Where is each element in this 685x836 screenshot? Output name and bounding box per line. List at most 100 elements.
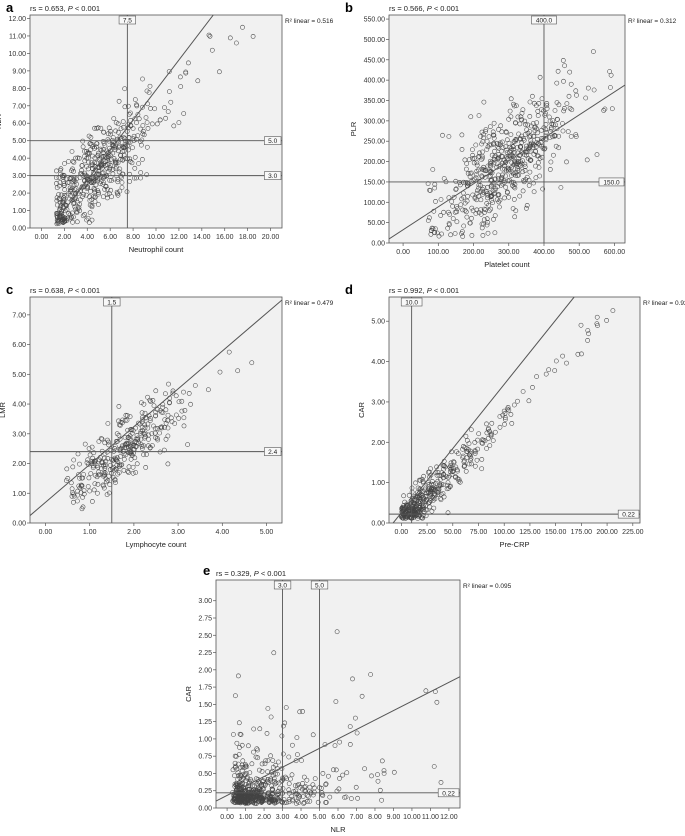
scatter-point [506, 407, 512, 413]
scatter-point [456, 477, 462, 482]
scatter-point [438, 491, 444, 497]
scatter-point [240, 758, 246, 764]
scatter-point [464, 198, 470, 204]
scatter-point [171, 123, 177, 129]
x-tick-label: 25.00 [418, 529, 436, 536]
x-tick-label: 200.00 [596, 529, 618, 536]
vline-label: 1.5 [107, 300, 116, 307]
scatter-point [244, 764, 250, 769]
scatter-point [112, 147, 118, 153]
y-tick-label: 2.75 [198, 616, 212, 623]
points [230, 629, 444, 806]
scatter-point [472, 440, 478, 445]
scatter-point [75, 488, 81, 494]
scatter-point [95, 150, 101, 156]
scatter-point [489, 152, 495, 158]
scatter-point [113, 160, 118, 166]
scatter-point [92, 189, 98, 195]
scatter-point [490, 129, 496, 135]
scatter-point [139, 142, 144, 148]
scatter-point [515, 159, 521, 164]
scatter-point [143, 465, 149, 470]
scatter-point [259, 799, 265, 804]
scatter-point [561, 108, 567, 114]
scatter-point [154, 121, 160, 127]
scatter-point [336, 786, 342, 792]
scatter-point [152, 106, 158, 112]
scatter-point [525, 130, 531, 136]
scatter-point [503, 168, 509, 174]
scatter-point [186, 60, 191, 66]
x-tick-label: 2.00 [257, 814, 271, 821]
scatter-point [106, 442, 112, 448]
scatter-point [126, 135, 132, 140]
vline-label-box [103, 297, 121, 307]
scatter-point [166, 69, 172, 74]
scatter-point [468, 114, 474, 120]
y-tick-label: 350.00 [364, 98, 386, 105]
vline-label-box [531, 15, 557, 25]
scatter-point [128, 438, 134, 443]
scatter-point [181, 389, 186, 395]
scatter-point [496, 192, 501, 197]
scatter-point [496, 145, 502, 151]
scatter-point [167, 400, 172, 406]
scatter-point [87, 488, 93, 494]
scatter-point [281, 723, 286, 729]
y-tick-label: 2.00 [12, 191, 26, 198]
scatter-point [485, 230, 491, 236]
scatter-point [477, 150, 482, 156]
scatter-point [492, 429, 498, 435]
scatter-point [165, 425, 171, 431]
x-tick-label: 8.00 [126, 234, 140, 241]
scatter-point [460, 453, 466, 459]
scatter-point [110, 167, 116, 172]
scatter-point [256, 795, 262, 800]
x-tick-label: 5.00 [260, 529, 274, 536]
scatter-point [468, 453, 473, 459]
scatter-point [232, 797, 238, 802]
scatter-point [553, 358, 559, 364]
scatter-point [438, 213, 444, 218]
scatter-point [71, 169, 76, 174]
scatter-point [468, 427, 474, 433]
stat-rs: rs = 0.329, [216, 569, 254, 578]
scatter-point [427, 493, 433, 499]
scatter-point [104, 148, 109, 154]
scatter-point [144, 144, 150, 150]
scatter-point [117, 436, 123, 442]
scatter-point [157, 430, 162, 436]
scatter-point [138, 126, 143, 132]
scatter-point [515, 166, 520, 171]
scatter-point [444, 482, 450, 488]
scatter-point [96, 469, 101, 475]
scatter-point [80, 213, 86, 219]
scatter-point [579, 351, 584, 357]
scatter-point [567, 69, 573, 75]
scatter-point [252, 800, 258, 806]
scatter-point [61, 204, 66, 210]
scatter-point [120, 119, 126, 124]
x-tick-label: 2.00 [58, 234, 72, 241]
vline-label-box [273, 580, 292, 590]
scatter-point [486, 134, 492, 139]
scatter-point [70, 464, 76, 470]
fit-line [30, 299, 282, 516]
panel-a: a rs = 0.653, P < 0.001 R² linear = 0.516 5… [0, 0, 334, 254]
scatter-point [537, 173, 543, 179]
scatter-point [126, 441, 131, 446]
scatter-point [161, 447, 167, 453]
y-tick-label: 0.75 [198, 754, 212, 761]
scatter-point [491, 120, 497, 126]
scatter-point [98, 125, 104, 131]
vline-label: 7.5 [123, 18, 132, 25]
scatter-point [489, 420, 495, 426]
scatter-point [497, 157, 502, 163]
scatter-point [241, 791, 246, 797]
scatter-point [478, 207, 484, 213]
scatter-point [139, 444, 145, 449]
scatter-point [54, 221, 60, 227]
scatter-point [519, 110, 525, 116]
scatter-point [511, 197, 517, 202]
scatter-point [236, 794, 242, 799]
